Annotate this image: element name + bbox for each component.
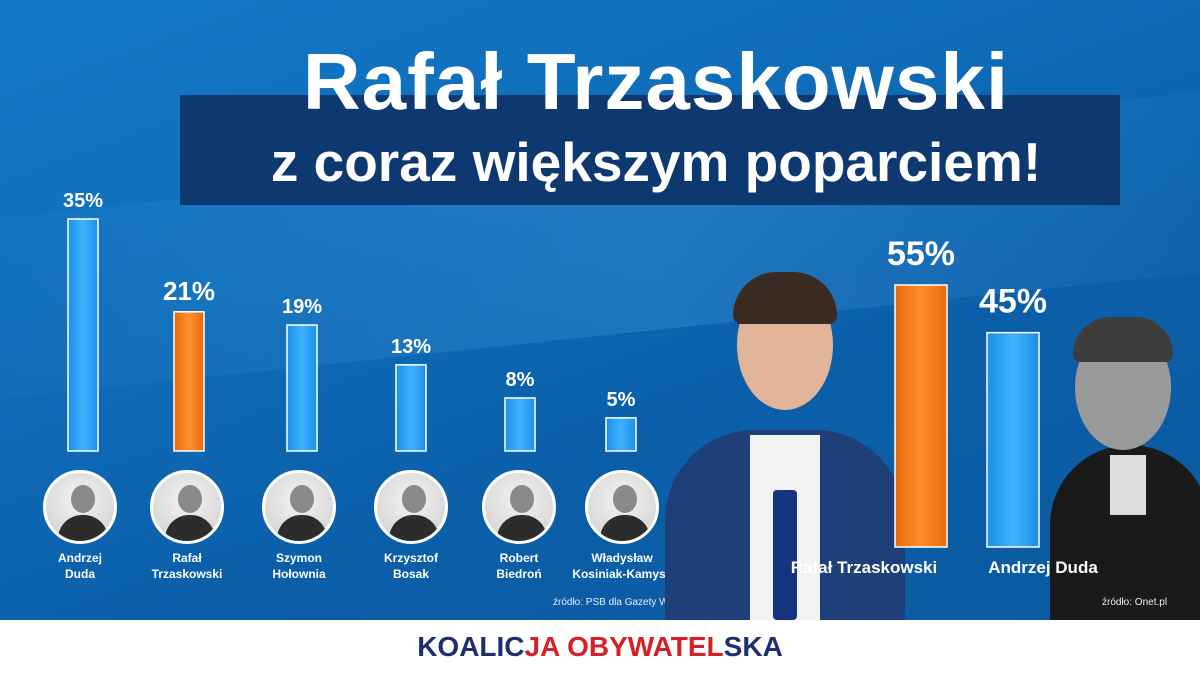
source-note-left: źródło: PSB dla Gazety Wyborczej xyxy=(553,597,706,608)
candidate-first-name: Rafał xyxy=(172,551,202,565)
bar-4 xyxy=(504,397,536,452)
candidate-name-szymon-holownia: Szymon Hołownia xyxy=(224,550,374,582)
value-label-0: 55% xyxy=(887,235,955,273)
value-label-4: 8% xyxy=(506,369,535,391)
headline-title: Rafał Trzaskowski xyxy=(302,37,1010,126)
rafal-trzaskowski-avatar xyxy=(150,470,224,544)
candidate-first-name: Andrzej xyxy=(57,551,102,565)
brand-text-part2: JA xyxy=(524,631,568,662)
value-label-2: 19% xyxy=(282,296,322,318)
krzysztof-bosak-avatar xyxy=(374,470,448,544)
poster-background: Rafał Trzaskowski z coraz większym popar… xyxy=(0,0,1200,620)
candidate-name-andrzej-duda: Andrzej Duda xyxy=(5,550,155,582)
candidate-first-name: Robert xyxy=(499,551,539,565)
rafal-trzaskowski-photo xyxy=(655,260,915,620)
candidate-first-name: Władysław xyxy=(591,551,653,565)
value-label-1: 45% xyxy=(979,283,1047,321)
candidate-last-name: Kosiniak-Kamysz xyxy=(572,567,672,581)
candidate-name-rafal-trzaskowski: Rafał Trzaskowski xyxy=(112,550,262,582)
bar-0 xyxy=(894,284,948,548)
bar-5 xyxy=(605,417,637,452)
candidate-first-name: Szymon xyxy=(275,551,322,565)
candidate-last-name: Bosak xyxy=(392,567,430,581)
headline-subtitle: z coraz większym poparciem! xyxy=(270,131,1042,193)
candidate-last-name: Trzaskowski xyxy=(151,567,223,581)
final-name-andrzej-duda: Andrzej Duda xyxy=(988,558,1098,577)
value-label-0: 35% xyxy=(63,190,103,212)
value-label-1: 21% xyxy=(163,276,215,306)
final-name-rafal-trzaskowski: Rafał Trzaskowski xyxy=(790,558,938,577)
candidate-last-name: Biedroń xyxy=(496,567,542,581)
brand-text-part1: KOALIC xyxy=(417,631,525,662)
title-band xyxy=(180,95,1120,205)
wladyslaw-kosiniak-kamysz-avatar xyxy=(585,470,659,544)
value-label-3: 13% xyxy=(391,336,431,358)
bar-1 xyxy=(986,331,1040,548)
first-round-bar-chart: 35% 21% 19% 13% 8% 5% xyxy=(63,190,637,452)
runoff-bar-chart: 55% 45% xyxy=(887,235,1047,548)
candidate-name-robert-biedron: Robert Biedroń xyxy=(444,550,594,582)
koalicja-obywatelska-logo: KOALIC JA OBYWATEL SKA xyxy=(0,620,1200,674)
candidate-last-name: Hołownia xyxy=(272,567,326,581)
bar-3 xyxy=(395,364,427,452)
andrzej-duda-avatar xyxy=(43,470,117,544)
brand-text-part3: OBYWATEL xyxy=(567,631,724,662)
andrzej-duda-photo xyxy=(1045,305,1200,620)
brand-text-part4: SKA xyxy=(723,631,783,662)
bar-1 xyxy=(173,311,205,452)
value-label-5: 5% xyxy=(607,389,636,411)
robert-biedron-avatar xyxy=(482,470,556,544)
candidate-first-name: Krzysztof xyxy=(383,551,438,565)
candidate-last-name: Duda xyxy=(65,567,95,581)
candidate-name-wladyslaw-kosiniak-kamysz: Władysław Kosiniak-Kamysz xyxy=(547,550,697,582)
bar-0 xyxy=(67,218,99,452)
szymon-holownia-avatar xyxy=(262,470,336,544)
candidate-name-krzysztof-bosak: Krzysztof Bosak xyxy=(336,550,486,582)
bar-2 xyxy=(286,324,318,452)
source-note-right: źródło: Onet.pl xyxy=(1102,597,1168,608)
